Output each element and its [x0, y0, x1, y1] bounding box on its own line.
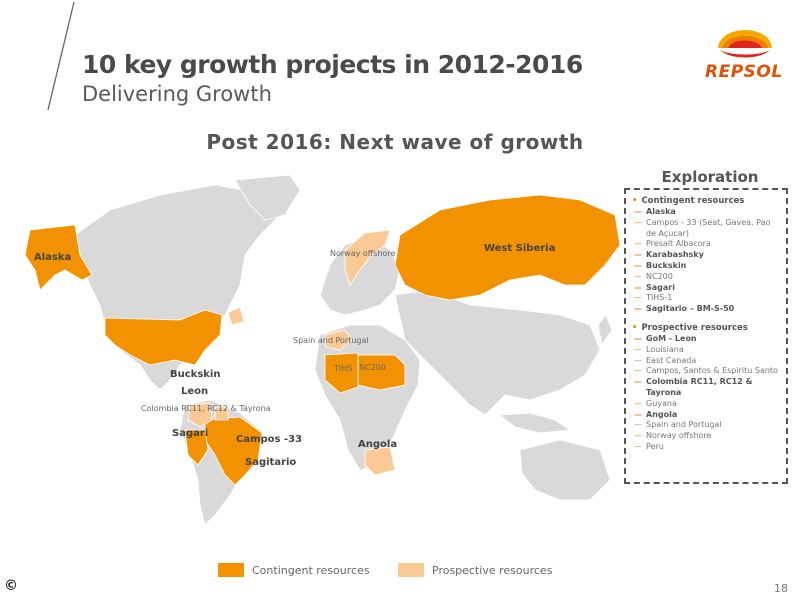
exploration-item: Norway offshore — [632, 431, 782, 442]
region-libya — [357, 354, 406, 391]
exploration-item: Louisiana — [632, 345, 782, 356]
exploration-item: Sagari — [632, 283, 782, 294]
legend-swatch-contingent — [218, 563, 244, 577]
exploration-item: Peru — [632, 442, 782, 453]
exploration-item: Buckskin — [632, 261, 782, 272]
label-angola: Angola — [358, 439, 398, 450]
repsol-logo-text: REPSOL — [705, 62, 783, 82]
exploration-panel: Contingent resources AlaskaCampos - 33 (… — [624, 188, 788, 484]
page-subtitle: Delivering Growth — [82, 82, 272, 106]
land-australia — [519, 439, 611, 501]
label-west-siberia: West Siberia — [484, 243, 556, 254]
region-russia — [394, 194, 621, 301]
label-colombia: Colombia RC11, RC12 & Tayrona — [141, 404, 271, 413]
exploration-title: Exploration — [661, 168, 759, 186]
region-usa — [104, 309, 223, 366]
region-colombia — [187, 402, 213, 428]
exploration-item: East Canada — [632, 356, 782, 367]
prospective-heading: Prospective resources — [632, 323, 782, 334]
exploration-item: Colombia RC11, RC12 & Tayrona — [632, 377, 782, 399]
label-sagitario: Sagitario — [245, 457, 297, 468]
label-nc200: NC200 — [359, 363, 386, 372]
copyright-symbol: © — [4, 578, 18, 594]
exploration-item: Sagitario – BM-S-50 — [632, 304, 782, 315]
region-east-canada — [227, 306, 245, 326]
legend-label-contingent: Contingent resources — [252, 564, 370, 577]
land-indonesia — [498, 412, 572, 434]
region-brazil — [204, 416, 263, 486]
exploration-item: Karabashsky — [632, 250, 782, 261]
label-buckskin: Buckskin — [170, 369, 221, 380]
region-guyana — [214, 406, 229, 421]
land-japan — [597, 314, 613, 347]
repsol-logo-icon — [718, 30, 772, 58]
label-leon: Leon — [181, 386, 209, 397]
exploration-item: Angola — [632, 410, 782, 421]
land-asia — [394, 289, 601, 416]
land-greenland — [234, 175, 301, 221]
page-title: 10 key growth projects in 2012-2016 — [82, 50, 583, 79]
legend-label-prospective: Prospective resources — [432, 564, 553, 577]
label-campos: Campos -33 — [236, 434, 303, 445]
label-norway: Norway offshore — [330, 249, 396, 258]
exploration-item: Spain and Portugal — [632, 420, 782, 431]
map-legend: Contingent resources Prospective resourc… — [0, 563, 800, 579]
label-spain-portugal: Spain and Portugal — [293, 336, 369, 345]
exploration-item: Campos - 33 (Seat, Gavea, Pao de Açucar) — [632, 218, 782, 240]
exploration-item: TIHS-1 — [632, 293, 782, 304]
exploration-item: GoM - Leon — [632, 334, 782, 345]
label-tihs: TIHS — [334, 364, 353, 373]
exploration-item: Campos, Santos & Espiritu Santo — [632, 366, 782, 377]
region-alaska — [24, 224, 93, 291]
region-spain-portugal — [324, 329, 353, 351]
prospective-list: GoM - LeonLouisianaEast CanadaCampos, Sa… — [632, 334, 782, 453]
region-angola — [364, 446, 396, 476]
exploration-item: Presalt Albacora — [632, 239, 782, 250]
exploration-item: Guyana — [632, 399, 782, 410]
label-alaska: Alaska — [34, 252, 72, 263]
legend-swatch-prospective — [398, 563, 424, 577]
region-peru — [184, 429, 209, 466]
region-norway — [344, 229, 391, 286]
label-sagari: Sagari — [172, 428, 209, 439]
contingent-heading: Contingent resources — [632, 196, 782, 207]
page-number: 18 — [774, 582, 788, 595]
region-algeria — [324, 352, 359, 394]
world-map — [24, 175, 621, 526]
exploration-item: NC200 — [632, 272, 782, 283]
decorative-slash — [47, 2, 75, 110]
map-heading: Post 2016: Next wave of growth — [206, 130, 584, 154]
exploration-item: Alaska — [632, 207, 782, 218]
contingent-list: AlaskaCampos - 33 (Seat, Gavea, Pao de A… — [632, 207, 782, 315]
